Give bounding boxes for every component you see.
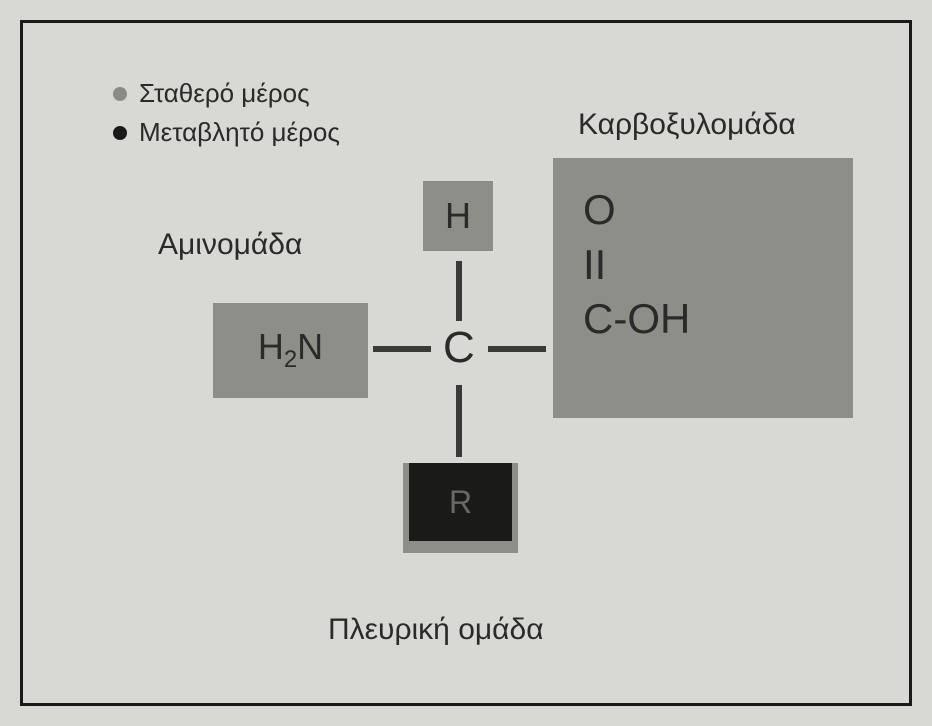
r-group-text: R [449,484,472,521]
legend-dot-variable [113,126,127,140]
carboxyl-group-label: Καρβοξυλομάδα [578,108,796,142]
legend-dot-stable [113,87,127,101]
bond-right [488,346,546,352]
central-carbon: C [443,323,475,373]
r-group-box: R [403,463,518,553]
amino-group-label: Αμινομάδα [158,228,302,262]
bond-left [373,346,431,352]
bond-top [456,261,462,321]
legend-item-stable: Σταθερό μέρος [113,78,340,109]
carboxyl-line-2: II [583,238,823,293]
legend-item-variable: Μεταβλητό μέρος [113,117,340,148]
legend: Σταθερό μέρος Μεταβλητό μέρος [113,78,340,156]
hydrogen-box: H [423,181,493,251]
carboxyl-line-3: C-OH [583,292,823,347]
amino-box: H2N [213,303,368,398]
legend-label-variable: Μεταβλητό μέρος [139,117,340,148]
amino-formula: H2N [258,326,323,374]
carboxyl-box: O II C-OH [553,158,853,418]
side-group-label: Πλευρική ομάδα [328,613,544,647]
hydrogen-text: H [445,195,471,237]
legend-label-stable: Σταθερό μέρος [139,78,310,109]
carboxyl-line-1: O [583,183,823,238]
bond-bottom [456,385,462,457]
diagram-frame: Σταθερό μέρος Μεταβλητό μέρος Καρβοξυλομ… [20,20,912,706]
r-group-inner: R [409,463,512,541]
